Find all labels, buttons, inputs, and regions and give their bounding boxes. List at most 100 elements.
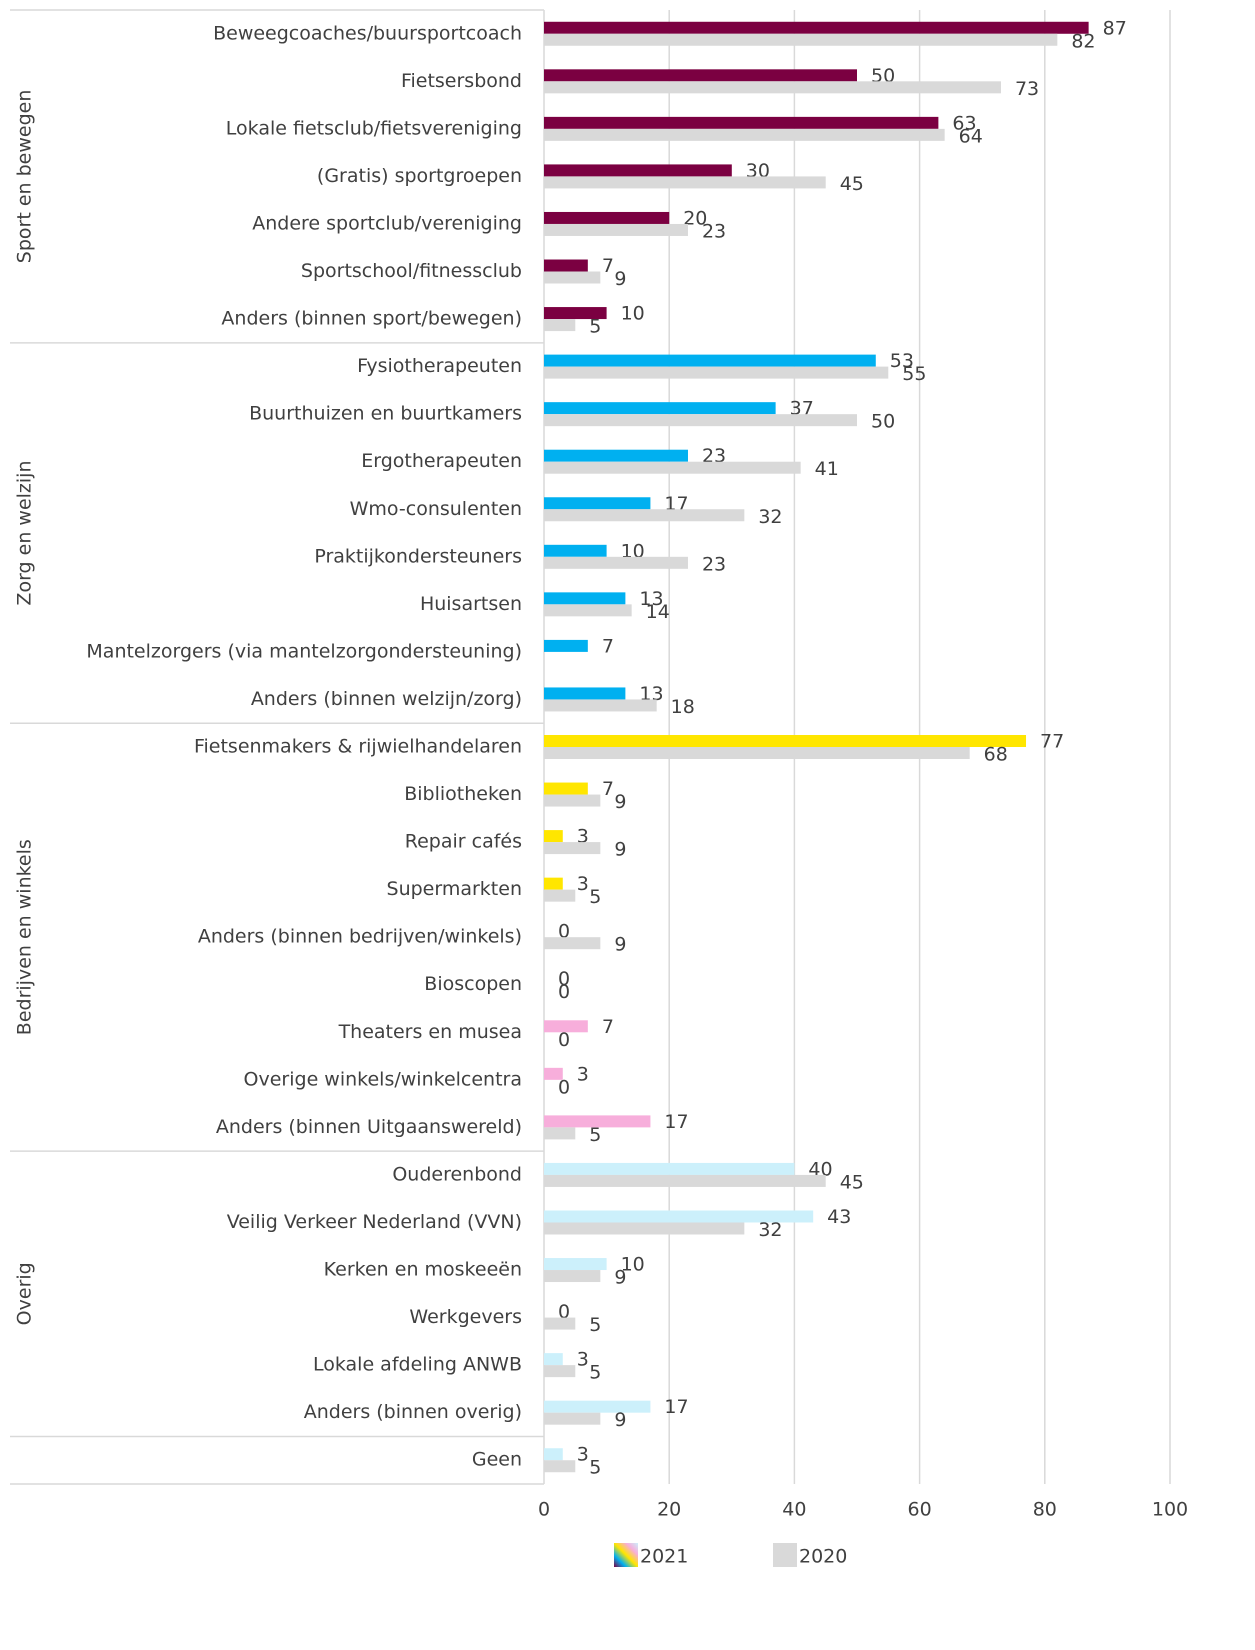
bar <box>544 889 576 902</box>
bar <box>544 497 651 510</box>
value-label: 32 <box>758 506 782 528</box>
value-label: 45 <box>840 173 864 195</box>
value-label: 0 <box>558 1076 570 1098</box>
y-tick-label: Theaters en musea <box>338 1021 522 1043</box>
bar <box>544 164 732 177</box>
bar <box>544 1353 563 1366</box>
bar <box>544 1127 576 1140</box>
legend-swatch <box>614 1543 638 1567</box>
y-tick-label: (Gratis) sportgroepen <box>317 165 522 187</box>
y-tick-label: Fietsenmakers & rijwielhandelaren <box>194 736 522 758</box>
y-tick-label: Sportschool/fitnessclub <box>301 260 522 282</box>
bar <box>544 544 607 557</box>
value-label: 0 <box>558 1029 570 1051</box>
y-tick-label: Anders (binnen welzijn/zorg) <box>251 688 522 710</box>
y-tick-label: Kerken en moskeeën <box>324 1259 522 1281</box>
y-tick-label: Anders (binnen sport/bewegen) <box>221 308 522 330</box>
bar <box>544 747 970 759</box>
value-label: 5 <box>589 1314 601 1336</box>
y-tick-label: Anders (binnen overig) <box>304 1401 522 1423</box>
value-label: 9 <box>614 268 626 290</box>
y-tick-label: Lokale afdeling ANWB <box>313 1354 522 1376</box>
bar <box>544 794 601 807</box>
y-tick-label: Wmo-consulenten <box>350 498 522 520</box>
bar <box>544 116 939 129</box>
bar <box>544 307 607 320</box>
y-tick-label: Bibliotheken <box>404 783 522 805</box>
bar <box>544 211 670 224</box>
value-label: 7 <box>602 255 614 277</box>
bar <box>544 735 1027 747</box>
y-tick-label: Geen <box>472 1449 522 1471</box>
bar <box>544 176 826 189</box>
value-label: 9 <box>614 1267 626 1289</box>
bar <box>544 639 588 652</box>
bar <box>544 1400 651 1413</box>
bar <box>544 1460 576 1473</box>
bar <box>544 1270 601 1283</box>
bar <box>544 1222 745 1235</box>
x-tick-label: 20 <box>657 1499 681 1521</box>
value-label: 55 <box>902 363 926 385</box>
y-tick-label: Fysiotherapeuten <box>357 355 522 377</box>
x-tick-label: 60 <box>908 1499 932 1521</box>
value-label: 45 <box>840 1171 864 1193</box>
y-tick-label: Huisartsen <box>420 593 522 615</box>
value-label: 9 <box>614 839 626 861</box>
value-label: 23 <box>702 220 726 242</box>
x-tick-label: 40 <box>782 1499 806 1521</box>
value-label: 9 <box>614 1409 626 1431</box>
y-tick-label: Supermarkten <box>387 878 522 900</box>
legend-label: 2021 <box>640 1546 688 1568</box>
value-label: 5 <box>589 316 601 338</box>
value-label: 5 <box>589 1124 601 1146</box>
bar <box>544 1067 563 1080</box>
bar <box>544 830 563 843</box>
bar <box>544 354 876 367</box>
group-label: Bedrijven en winkels <box>14 839 36 1035</box>
y-tick-label: Ouderenbond <box>392 1163 522 1185</box>
value-label: 13 <box>639 588 663 610</box>
x-tick-label: 80 <box>1033 1499 1057 1521</box>
bar <box>544 1258 607 1271</box>
y-tick-label: Fietsersbond <box>401 70 522 92</box>
bar <box>544 366 889 379</box>
value-label: 7 <box>602 635 614 657</box>
value-label: 87 <box>1103 17 1127 39</box>
value-label: 64 <box>959 125 983 147</box>
value-label: 3 <box>577 1349 589 1371</box>
bar <box>544 449 688 462</box>
y-tick-label: Beweegcoaches/buursportcoach <box>213 22 522 44</box>
value-label: 10 <box>621 1254 645 1276</box>
y-tick-label: Ergotherapeuten <box>361 450 522 472</box>
bar <box>544 782 588 795</box>
bar <box>544 1365 576 1378</box>
value-label: 0 <box>558 968 570 990</box>
value-label: 0 <box>558 981 570 1003</box>
y-tick-label: Werkgevers <box>409 1306 522 1328</box>
bar <box>544 1210 814 1223</box>
value-label: 77 <box>1040 731 1064 753</box>
y-tick-label: Mantelzorgers (via mantelzorgondersteuni… <box>86 640 522 662</box>
group-label: Zorg en welzijn <box>14 460 36 605</box>
bar <box>544 1317 576 1330</box>
y-tick-label: Veilig Verkeer Nederland (VVN) <box>227 1211 522 1233</box>
y-tick-label: Lokale fietsclub/fietsvereniging <box>226 117 522 139</box>
value-label: 5 <box>589 886 601 908</box>
value-label: 3 <box>577 1444 589 1466</box>
x-tick-label: 0 <box>538 1499 550 1521</box>
bar <box>544 699 657 712</box>
value-label: 82 <box>1071 30 1095 52</box>
value-label: 41 <box>815 458 839 480</box>
bar <box>544 877 563 890</box>
value-label: 9 <box>614 934 626 956</box>
value-label: 68 <box>984 744 1008 766</box>
bar <box>544 556 688 569</box>
value-label: 7 <box>602 1016 614 1038</box>
bar <box>544 461 801 474</box>
bar <box>544 937 601 950</box>
bar <box>544 259 588 272</box>
bar <box>544 81 1001 94</box>
bar <box>544 687 626 700</box>
value-label: 50 <box>871 411 895 433</box>
